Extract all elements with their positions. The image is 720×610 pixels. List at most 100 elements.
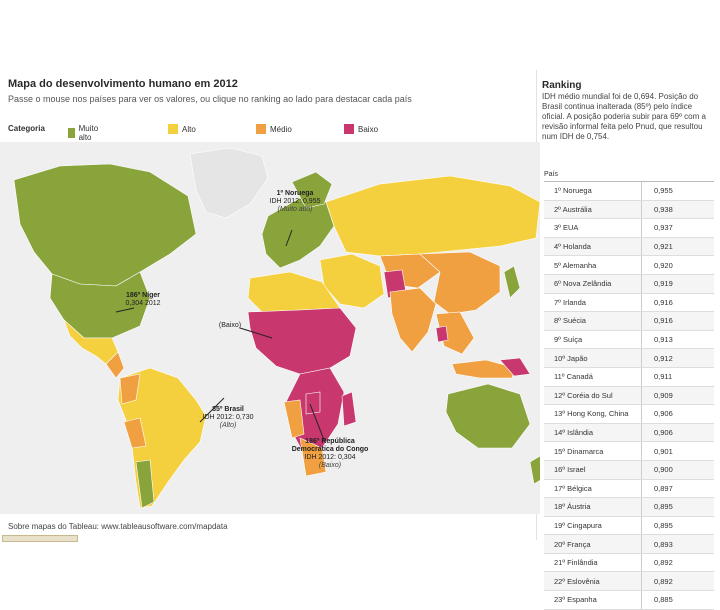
ranking-row[interactable]: 14º Islândia 0,906	[544, 423, 714, 443]
ranking-row-name: 2º Austrália	[554, 204, 592, 214]
ranking-row-value: 0,885	[641, 591, 714, 609]
ranking-row-name: 9º Suíça	[554, 335, 583, 345]
ranking-row-value: 0,893	[641, 535, 714, 553]
ranking-row-value: 0,901	[641, 442, 714, 460]
ranking-row[interactable]: 7º Irlanda 0,916	[544, 293, 714, 313]
legend-item-low[interactable]: Baixo	[344, 124, 378, 134]
ranking-list: 1º Noruega 0,955 2º Austrália 0,938 3º EUA…	[544, 182, 714, 610]
ranking-row[interactable]: 23º Espanha 0,885	[544, 591, 714, 610]
bottom-tab[interactable]	[2, 535, 78, 542]
map-title: Mapa do desenvolvimento humano em 2012	[8, 78, 238, 90]
ranking-row[interactable]: 10º Japão 0,912	[544, 349, 714, 368]
ranking-row[interactable]: 18º Áustria 0,895	[544, 498, 714, 517]
ranking-row[interactable]: 8º Suécia 0,916	[544, 312, 714, 331]
country-madagascar[interactable]	[341, 391, 357, 427]
ranking-row[interactable]: 16º Israel 0,900	[544, 460, 714, 480]
country-drc-center[interactable]	[305, 391, 321, 415]
ranking-row[interactable]: 3º EUA 0,937	[544, 219, 714, 238]
annotation-congo: 186º República Democrática do Congo IDH …	[290, 438, 370, 470]
ranking-row-value: 0,919	[641, 274, 714, 293]
country-argentina[interactable]	[135, 459, 155, 509]
annotation-brazil-name: 85º Brasil	[212, 406, 244, 413]
annotation-norway-value: IDH 2012: 0,955	[269, 198, 321, 206]
ranking-row-name: 10º Japão	[554, 353, 588, 363]
ranking-row-name: 5º Alemanha	[554, 260, 597, 270]
map-subtitle: Passe o mouse nos países para ver os val…	[8, 94, 412, 104]
country-greenland[interactable]	[189, 147, 269, 219]
ranking-row-name: 21º Finlândia	[554, 558, 598, 568]
ranking-row[interactable]: 6º Nova Zelândia 0,919	[544, 274, 714, 294]
ranking-row[interactable]: 9º Suíça 0,913	[544, 330, 714, 350]
annotation-brazil-value: IDH 2012: 0,730	[202, 414, 254, 422]
ranking-title: Ranking	[542, 80, 582, 91]
ranking-row[interactable]: 20º França 0,893	[544, 535, 714, 554]
world-map[interactable]: 1º Noruega IDH 2012: 0,955 (Muito alto) …	[0, 142, 548, 514]
ranking-row[interactable]: 17º Bélgica 0,897	[544, 479, 714, 499]
ranking-row-name: 17º Bélgica	[554, 483, 592, 493]
ranking-row-value: 0,906	[641, 423, 714, 442]
annotation-baixo: (Baixo)	[218, 322, 242, 329]
ranking-row-value: 0,897	[641, 479, 714, 498]
ranking-row-name: 4º Holanda	[554, 242, 591, 252]
world-map-svg[interactable]	[0, 142, 548, 514]
ranking-row-name: 6º Nova Zelândia	[554, 279, 612, 289]
annotation-norway-name: 1º Noruega	[276, 190, 314, 197]
arrow-niger	[115, 307, 135, 313]
ranking-row[interactable]: 15º Dinamarca 0,901	[544, 442, 714, 461]
country-canada[interactable]	[13, 163, 197, 287]
annotation-brazil-category: (Alto)	[219, 422, 237, 430]
legend-swatch-very-high	[68, 128, 75, 138]
legend-item-medium[interactable]: Médio	[256, 124, 292, 134]
country-south-africa[interactable]	[299, 437, 327, 477]
legend-swatch-low	[344, 124, 354, 134]
country-usa[interactable]	[49, 271, 151, 339]
ranking-row[interactable]: 22º Eslovênia 0,892	[544, 572, 714, 592]
annotation-niger-name: 186º Níger	[125, 292, 161, 299]
country-india[interactable]	[389, 287, 437, 353]
ranking-row[interactable]: 2º Austrália 0,938	[544, 200, 714, 220]
ranking-row-name: 22º Eslovênia	[554, 576, 600, 586]
ranking-row[interactable]: 21º Finlândia 0,892	[544, 553, 714, 573]
legend-item-high[interactable]: Alto	[168, 124, 196, 134]
country-angola[interactable]	[283, 399, 305, 439]
ranking-row[interactable]: 12º Coréia do Sul 0,909	[544, 386, 714, 406]
ranking-row-name: 14º Islândia	[554, 428, 594, 438]
country-china[interactable]	[419, 251, 501, 315]
country-bolivia[interactable]	[123, 417, 147, 449]
legend-item-very-high[interactable]: Muito alto	[68, 124, 102, 142]
country-colombia[interactable]	[119, 373, 141, 405]
annotation-niger-value: 0,304	[125, 300, 143, 308]
legend-swatch-medium	[256, 124, 266, 134]
country-russia[interactable]	[325, 175, 541, 257]
country-indonesia[interactable]	[451, 359, 517, 379]
ranking-row-name: 20º França	[554, 539, 591, 549]
ranking-row[interactable]: 4º Holanda 0,921	[544, 237, 714, 257]
country-myanmar[interactable]	[435, 325, 449, 343]
ranking-row[interactable]: 19º Cingapura 0,895	[544, 516, 714, 536]
country-central-america[interactable]	[105, 351, 125, 379]
ranking-row[interactable]: 5º Alemanha 0,920	[544, 256, 714, 275]
ranking-row-name: 8º Suécia	[554, 316, 586, 326]
ranking-row-name: 7º Irlanda	[554, 297, 586, 307]
ranking-row-name: 15º Dinamarca	[554, 446, 604, 456]
ranking-row-name: 16º Israel	[554, 465, 586, 475]
ranking-row[interactable]: 13º Hong Kong, China 0,906	[544, 405, 714, 424]
ranking-description: IDH médio mundial foi de 0,694. Posição …	[542, 92, 706, 141]
annotation-norway: 1º Noruega IDH 2012: 0,955 (Muito alto)	[255, 190, 335, 214]
annotation-norway-category: (Muito alto)	[277, 206, 313, 214]
ranking-row[interactable]: 1º Noruega 0,955	[544, 182, 714, 201]
ranking-row-value: 0,900	[641, 460, 714, 479]
ranking-row-value: 0,955	[641, 182, 714, 200]
country-norway[interactable]	[291, 171, 333, 209]
annotation-niger-extra: 2012	[144, 300, 161, 308]
country-australia[interactable]	[445, 383, 531, 449]
ranking-row-value: 0,916	[641, 312, 714, 330]
country-papua-new-guinea[interactable]	[499, 357, 531, 377]
ranking-row-name: 19º Cingapura	[554, 520, 602, 530]
ranking-row-value: 0,921	[641, 237, 714, 256]
country-japan[interactable]	[503, 265, 521, 299]
arrow-norway	[285, 229, 293, 247]
ranking-row[interactable]: 11º Canadá 0,911	[544, 367, 714, 387]
annotation-congo-name: 186º República Democrática do Congo	[291, 438, 369, 454]
ranking-row-value: 0,892	[641, 572, 714, 591]
